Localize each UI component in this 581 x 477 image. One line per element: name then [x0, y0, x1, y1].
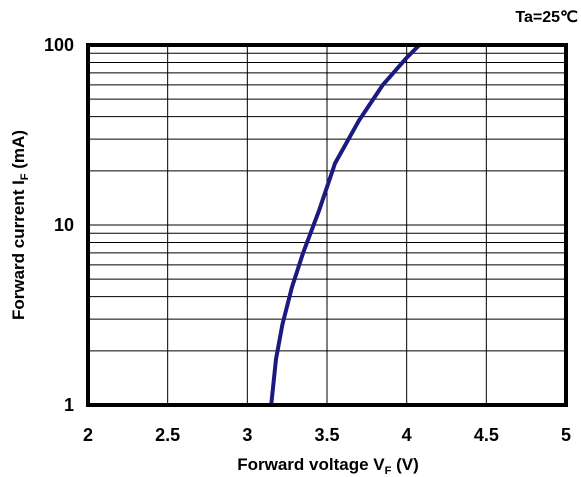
y-tick-label: 10: [54, 215, 74, 235]
x-tick-label: 3: [242, 425, 252, 445]
y-axis-label-subscript: F: [19, 173, 31, 180]
x-tick-label: 4: [402, 425, 412, 445]
y-tick-labels: 1 10 100: [44, 35, 74, 415]
grid-lines: [87, 45, 567, 405]
y-axis-label-unit: (mA): [9, 130, 28, 173]
x-tick-label: 2.5: [155, 425, 180, 445]
x-axis-label-main: Forward voltage V: [237, 455, 385, 474]
x-tick-labels: 2 2.5 3 3.5 4 4.5 5: [83, 425, 571, 445]
x-axis-label: Forward voltage VF (V): [237, 455, 419, 477]
x-axis-label-unit: (V): [391, 455, 418, 474]
series-line-forward-current: [269, 43, 422, 407]
y-tick-label: 1: [64, 395, 74, 415]
plot-frame: [86, 43, 568, 407]
x-axis-label-subscript: F: [385, 465, 392, 477]
x-tick-label: 4.5: [474, 425, 499, 445]
y-tick-label: 100: [44, 35, 74, 55]
y-axis-label: Forward current IF (mA): [9, 130, 31, 320]
condition-label: Ta=25℃: [515, 9, 578, 26]
x-tick-label: 2: [83, 425, 93, 445]
x-tick-label: 5: [561, 425, 571, 445]
x-tick-label: 3.5: [314, 425, 339, 445]
y-axis-label-main: Forward current I: [9, 180, 28, 320]
